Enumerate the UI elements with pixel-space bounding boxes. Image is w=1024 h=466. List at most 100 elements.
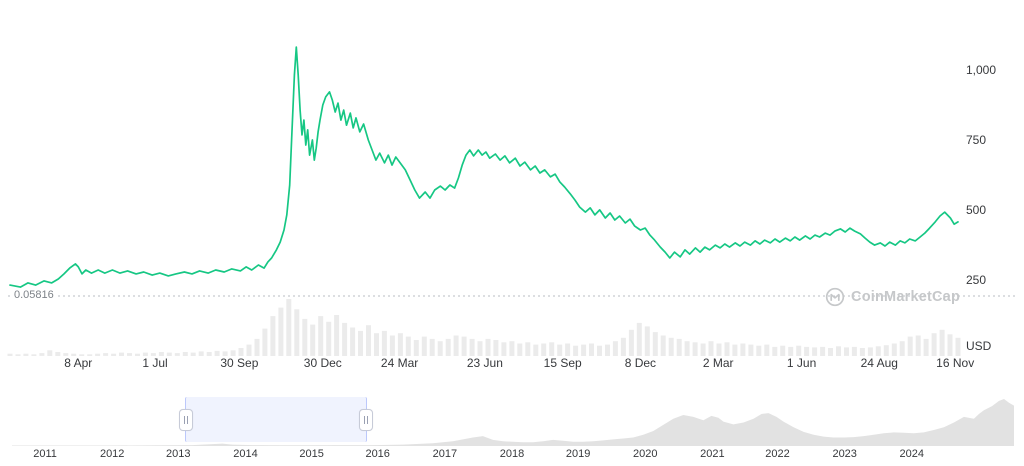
volume-bar bbox=[875, 346, 881, 356]
volume-bar bbox=[366, 325, 371, 356]
volume-bar bbox=[334, 315, 340, 356]
volume-bar bbox=[214, 350, 220, 356]
volume-bar bbox=[461, 336, 467, 356]
volume-bar bbox=[310, 324, 316, 356]
volume-bar bbox=[748, 344, 754, 356]
volume-bar bbox=[358, 330, 363, 356]
volume-bar bbox=[485, 338, 491, 356]
volume-bar bbox=[565, 343, 571, 356]
volume-bar bbox=[716, 343, 722, 356]
coinmarketcap-watermark: CoinMarketCap bbox=[825, 287, 960, 307]
volume-bar bbox=[15, 354, 21, 356]
x-axis-label: 23 Jun bbox=[466, 356, 503, 370]
x-axis-label: 24 Aug bbox=[860, 356, 898, 370]
volume-bar bbox=[947, 334, 953, 356]
volume-bar bbox=[7, 353, 13, 356]
volume-bar bbox=[374, 333, 379, 356]
volume-bar bbox=[517, 343, 523, 356]
timeline-minimap[interactable]: 2011 2012 2013 2014 2015 2016 2017 2018 2019 2020… bbox=[0, 396, 1024, 466]
watermark-text: CoinMarketCap bbox=[851, 289, 960, 305]
volume-bar bbox=[405, 336, 411, 356]
volume-bar bbox=[533, 344, 539, 356]
timeline-year-label: 2022 bbox=[765, 448, 790, 460]
x-axis-label: 1 Jun bbox=[786, 356, 817, 370]
selection-handle-left[interactable] bbox=[179, 409, 194, 431]
timeline-year-label: 2024 bbox=[899, 448, 925, 460]
volume-bar bbox=[270, 316, 276, 356]
volume-bar bbox=[772, 346, 778, 356]
x-axis-label: 15 Sep bbox=[543, 356, 582, 370]
volume-bar bbox=[541, 343, 547, 356]
volume-bar bbox=[620, 337, 626, 356]
x-axis-label: 24 Mar bbox=[380, 356, 419, 370]
volume-bar bbox=[71, 353, 77, 356]
volume-bar bbox=[294, 309, 300, 356]
volume-bar bbox=[318, 316, 324, 356]
volume-bar bbox=[812, 347, 818, 356]
volume-bar bbox=[525, 342, 531, 356]
y-axis: 250 500 750 1,000 bbox=[966, 0, 1024, 392]
volume-bar bbox=[820, 346, 826, 356]
volume-bar bbox=[724, 342, 730, 356]
volume-bar bbox=[740, 343, 746, 356]
timeline-year-label: 2014 bbox=[233, 448, 258, 460]
x-axis-label: 16 Nov bbox=[936, 356, 975, 370]
x-axis-label: 8 Dec bbox=[624, 356, 657, 370]
volume-bar bbox=[429, 338, 435, 356]
volume-bar bbox=[135, 353, 140, 356]
selection-handle-right[interactable] bbox=[358, 409, 373, 431]
price-chart[interactable] bbox=[0, 0, 1024, 392]
y-axis-label: 1,000 bbox=[966, 63, 997, 78]
volume-bar bbox=[644, 326, 650, 356]
volume-bar bbox=[509, 341, 515, 356]
grip-line bbox=[366, 416, 368, 424]
volume-bar bbox=[453, 335, 459, 356]
volume-bar bbox=[182, 352, 188, 356]
volume-bar bbox=[915, 335, 921, 356]
volume-bar bbox=[708, 341, 714, 356]
x-axis: 8 Apr 1 Jul 30 Sep 30 Dec 24 Mar 23 Jun 15 Sep… bbox=[0, 356, 1024, 372]
volume-bar bbox=[31, 354, 37, 356]
timeline-selection-window[interactable] bbox=[179, 397, 373, 442]
volume-bar bbox=[397, 333, 403, 356]
timeline-year-label: 2018 bbox=[499, 448, 525, 460]
coinmarketcap-logo-icon bbox=[825, 287, 845, 307]
volume-bar bbox=[95, 353, 101, 356]
volume-bar bbox=[756, 345, 762, 356]
volume-bar bbox=[198, 351, 204, 356]
volume-bar bbox=[636, 322, 642, 356]
minimap-chart[interactable] bbox=[0, 396, 1024, 448]
price-line bbox=[9, 46, 959, 288]
volume-bar bbox=[238, 348, 244, 356]
timeline-years: 2011 2012 2013 2014 2015 2016 2017 2018 2019 2020… bbox=[0, 448, 1024, 463]
volume-bar bbox=[923, 338, 929, 356]
volume-bar bbox=[883, 345, 889, 356]
grip-line bbox=[363, 416, 365, 424]
volume-bar bbox=[342, 322, 348, 356]
volume-bar bbox=[676, 338, 682, 356]
volume-bar bbox=[469, 338, 475, 356]
volume-bar bbox=[907, 336, 913, 356]
volume-bar bbox=[549, 342, 555, 356]
volume-bar bbox=[836, 346, 841, 356]
volume-bar bbox=[891, 343, 897, 356]
timeline-year-label: 2019 bbox=[565, 448, 591, 460]
volume-bar bbox=[612, 341, 618, 356]
volume-bar bbox=[166, 352, 172, 356]
volume-bar bbox=[158, 352, 164, 356]
volume-bar bbox=[119, 352, 124, 356]
y-axis-label: 500 bbox=[966, 203, 987, 218]
volume-bar bbox=[939, 329, 945, 356]
volume-bar bbox=[652, 332, 658, 356]
volume-bar bbox=[206, 352, 212, 356]
y-axis-label: 750 bbox=[966, 133, 987, 148]
volume-bar bbox=[142, 352, 148, 356]
volume-bar bbox=[413, 340, 419, 356]
timeline-year-label: 2023 bbox=[832, 448, 857, 460]
volume-bar bbox=[557, 344, 563, 356]
volume-bar bbox=[389, 335, 395, 356]
volume-bar bbox=[501, 342, 507, 356]
x-axis-label: 30 Sep bbox=[220, 356, 259, 370]
volume-bar bbox=[286, 299, 292, 356]
volume-bar bbox=[844, 347, 849, 356]
